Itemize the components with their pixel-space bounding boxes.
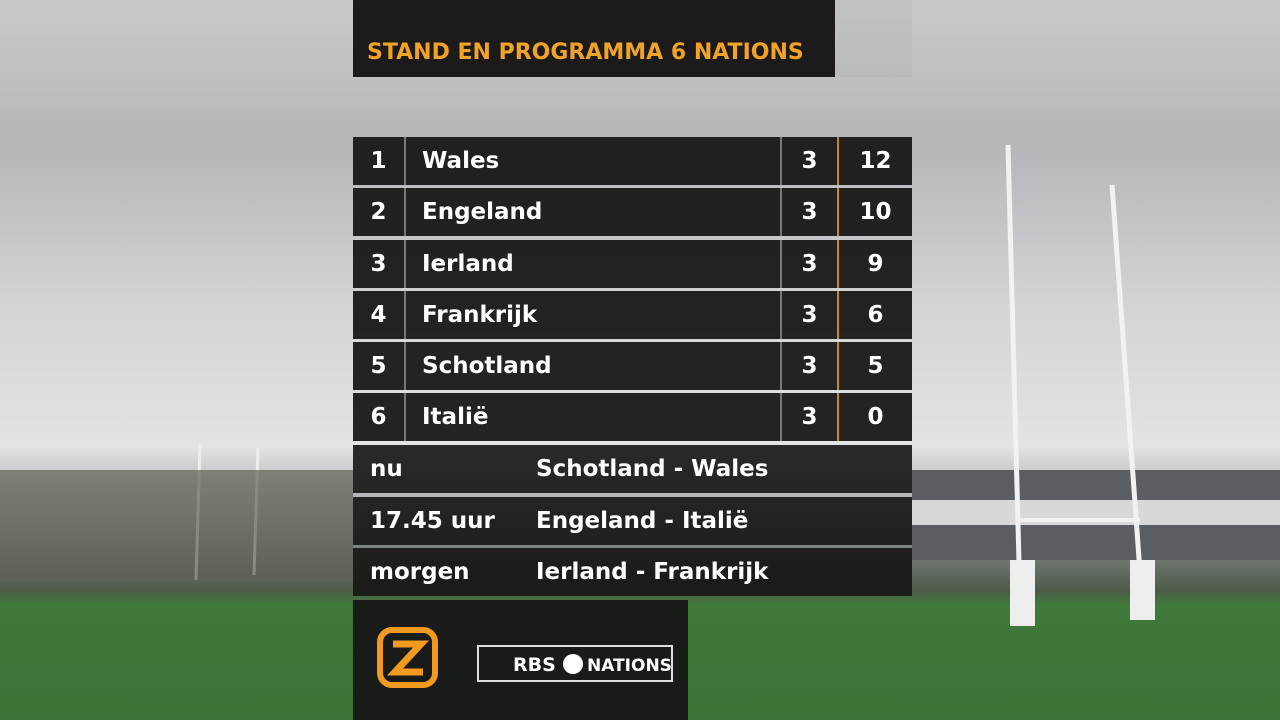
separator	[404, 291, 406, 339]
standings-row: 3 Ierland 3 9	[353, 240, 912, 288]
trees	[0, 470, 353, 580]
team: Wales	[422, 148, 500, 174]
separator	[780, 291, 782, 339]
standings-row: 5 Schotland 3 5	[353, 342, 912, 390]
rbs-logo	[477, 645, 673, 682]
team: Frankrijk	[422, 302, 538, 328]
separator	[780, 393, 782, 441]
points: 6	[867, 302, 884, 328]
points: 0	[867, 404, 884, 430]
played: 3	[801, 353, 818, 379]
separator	[837, 188, 839, 236]
separator	[404, 342, 406, 390]
rbs-emblem	[563, 654, 583, 674]
team: Engeland	[422, 199, 543, 225]
ziggo-z	[386, 640, 430, 676]
separator	[404, 240, 406, 288]
time: 17.45 uur	[370, 508, 495, 534]
rank: 6	[370, 404, 387, 430]
rbs-text: RBS	[513, 654, 556, 676]
team: Italië	[422, 404, 489, 430]
schedule-row: 17.45 uur Engeland - Italië	[353, 497, 912, 545]
match: Schotland - Wales	[536, 456, 769, 482]
points: 12	[859, 148, 892, 174]
separator	[837, 137, 839, 185]
separator	[404, 188, 406, 236]
match: Engeland - Italië	[536, 508, 749, 534]
separator	[404, 137, 406, 185]
standings-row: 4 Frankrijk 3 6	[353, 291, 912, 339]
team: Ierland	[422, 251, 514, 277]
match: Ierland - Frankrijk	[536, 559, 769, 585]
goal-post	[1109, 184, 1145, 601]
rank: 3	[370, 251, 387, 277]
team: Schotland	[422, 353, 552, 379]
post-pad	[1010, 560, 1035, 626]
separator	[837, 393, 839, 441]
nations-text: NATIONS	[587, 656, 672, 676]
title: STAND EN PROGRAMMA 6 NATIONS	[367, 40, 804, 65]
ziggo-logo	[377, 627, 438, 688]
points: 9	[867, 251, 884, 277]
rank: 1	[370, 148, 387, 174]
rank: 4	[370, 302, 387, 328]
logos: RBS NATIONS	[377, 627, 673, 688]
played: 3	[801, 199, 818, 225]
title-box-extension	[835, 0, 912, 77]
separator	[837, 240, 839, 288]
separator	[404, 393, 406, 441]
rank: 2	[370, 199, 387, 225]
post-pad	[1130, 560, 1155, 620]
standings-row: 1 Wales 3 12	[353, 137, 912, 185]
points: 10	[859, 199, 892, 225]
separator	[780, 240, 782, 288]
goal-post	[1005, 144, 1023, 601]
separator	[780, 137, 782, 185]
title-box: STAND EN PROGRAMMA 6 NATIONS	[353, 0, 835, 77]
separator	[780, 188, 782, 236]
points: 5	[867, 353, 884, 379]
separator	[837, 342, 839, 390]
played: 3	[801, 251, 818, 277]
standings-row: 2 Engeland 3 10	[353, 188, 912, 236]
logo-box: RBS NATIONS	[353, 600, 688, 720]
time: nu	[370, 456, 403, 482]
schedule-row: morgen Ierland - Frankrijk	[353, 548, 912, 596]
played: 3	[801, 404, 818, 430]
played: 3	[801, 302, 818, 328]
standings-row: 6 Italië 3 0	[353, 393, 912, 441]
schedule-row: nu Schotland - Wales	[353, 445, 912, 493]
played: 3	[801, 148, 818, 174]
time: morgen	[370, 559, 470, 585]
separator	[780, 342, 782, 390]
rank: 5	[370, 353, 387, 379]
separator	[837, 291, 839, 339]
